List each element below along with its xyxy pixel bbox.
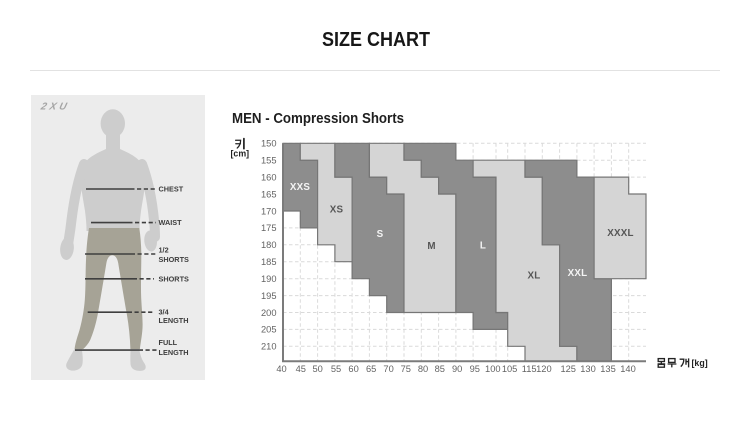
svg-text:140: 140 [620, 364, 636, 374]
svg-text:XXXL: XXXL [607, 228, 633, 239]
svg-text:XL: XL [528, 271, 541, 282]
svg-text:80: 80 [418, 364, 428, 374]
svg-text:150: 150 [261, 139, 277, 149]
svg-text:1/2: 1/2 [159, 246, 169, 255]
svg-text:2XU: 2XU [39, 101, 71, 112]
svg-text:105: 105 [502, 364, 518, 374]
svg-text:210: 210 [261, 342, 277, 352]
svg-text:45: 45 [296, 364, 306, 374]
svg-text:55: 55 [331, 364, 341, 374]
svg-text:L: L [480, 241, 486, 252]
svg-text:XXS: XXS [290, 182, 310, 193]
svg-text:120: 120 [536, 364, 552, 374]
svg-text:125: 125 [560, 364, 576, 374]
svg-text:90: 90 [452, 364, 462, 374]
svg-text:75: 75 [401, 364, 411, 374]
svg-text:190: 190 [261, 274, 277, 284]
svg-text:115: 115 [522, 364, 537, 374]
svg-text:[kg]: [kg] [692, 358, 708, 368]
svg-text:CHEST: CHEST [159, 185, 184, 194]
svg-text:40: 40 [276, 364, 286, 374]
svg-text:130: 130 [580, 364, 596, 374]
svg-text:SHORTS: SHORTS [159, 255, 190, 264]
svg-text:M: M [427, 241, 435, 252]
svg-text:170: 170 [261, 206, 277, 216]
svg-text:155: 155 [261, 156, 277, 166]
svg-text:FULL: FULL [159, 338, 178, 347]
svg-text:3/4: 3/4 [159, 308, 170, 317]
svg-text:205: 205 [261, 325, 277, 335]
svg-text:60: 60 [348, 364, 358, 374]
svg-text:180: 180 [261, 240, 277, 250]
svg-text:200: 200 [261, 308, 277, 318]
svg-text:50: 50 [313, 364, 323, 374]
svg-text:165: 165 [261, 189, 277, 199]
svg-text:100: 100 [485, 364, 501, 374]
svg-text:185: 185 [261, 257, 277, 267]
svg-text:135: 135 [600, 364, 616, 374]
svg-text:70: 70 [383, 364, 393, 374]
svg-text:175: 175 [261, 223, 277, 233]
svg-text:195: 195 [261, 291, 277, 301]
svg-text:160: 160 [261, 172, 277, 182]
svg-text:XS: XS [330, 205, 344, 216]
svg-text:65: 65 [366, 364, 376, 374]
svg-text:85: 85 [435, 364, 445, 374]
svg-text:SHORTS: SHORTS [159, 274, 190, 283]
svg-text:LENGTH: LENGTH [159, 316, 189, 325]
svg-text:S: S [377, 229, 384, 240]
svg-text:WAIST: WAIST [159, 218, 183, 227]
svg-text:XXL: XXL [568, 268, 588, 279]
svg-text:LENGTH: LENGTH [159, 348, 189, 357]
svg-text:95: 95 [470, 364, 480, 374]
svg-text:[cm]: [cm] [231, 149, 250, 159]
